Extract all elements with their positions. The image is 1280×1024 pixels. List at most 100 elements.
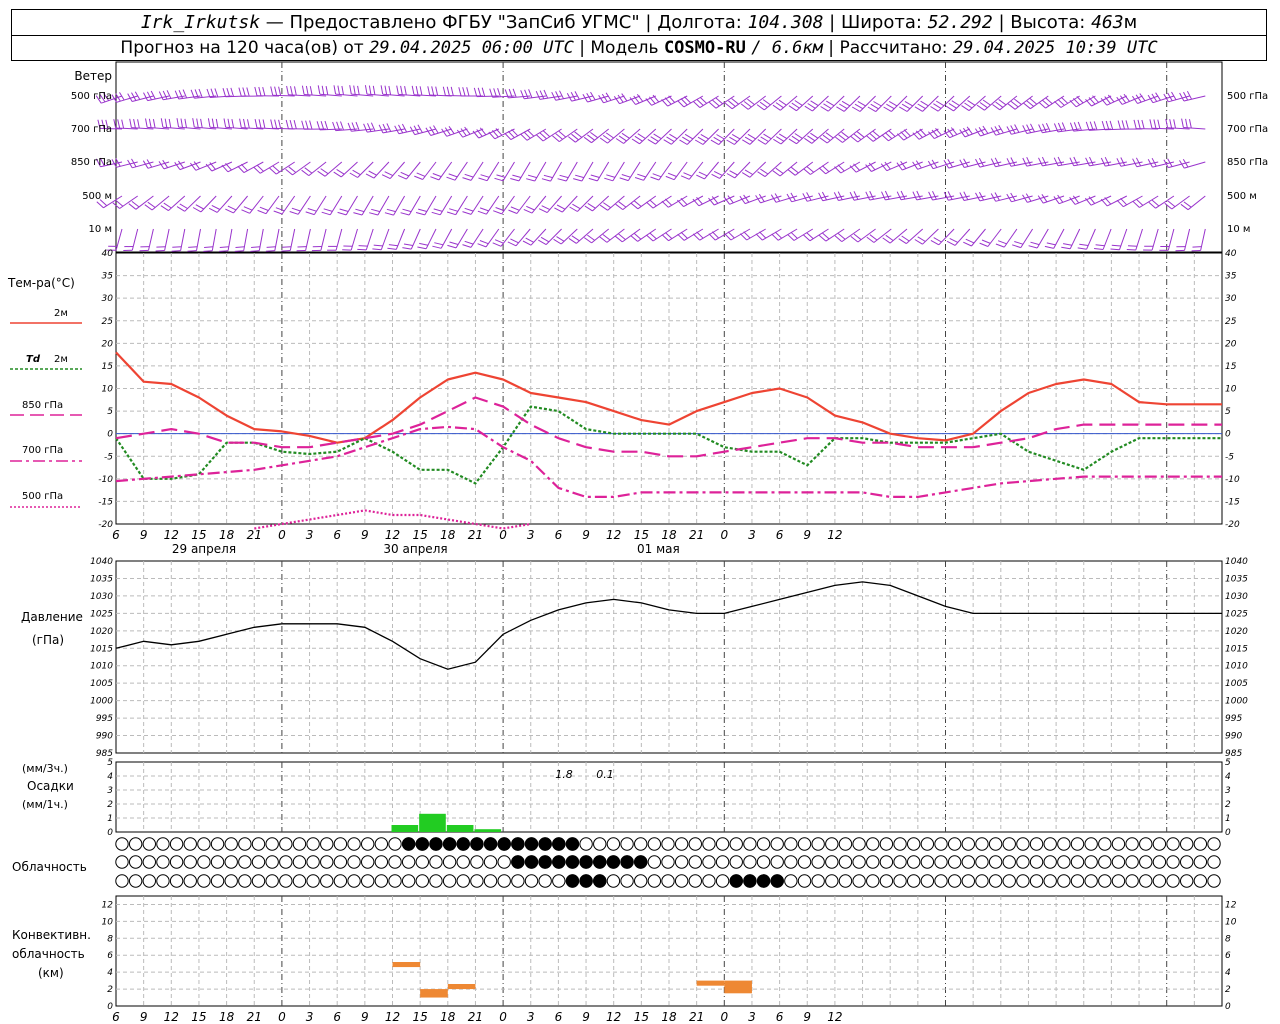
wind-barb	[849, 161, 876, 173]
wind-barb-flag	[630, 235, 638, 242]
wind-barb-shaft	[184, 195, 201, 212]
wind-barb	[979, 228, 1002, 247]
altitude-label: Высота:	[1010, 12, 1086, 33]
wind-barb-flag	[807, 135, 816, 142]
cloud-cover-circle	[838, 855, 853, 869]
wind-barb-flag	[583, 136, 592, 144]
wind-barb-flag	[1085, 197, 1092, 206]
wind-barb	[599, 128, 625, 144]
wind-barb	[253, 161, 280, 174]
cloud-cover-circle	[920, 837, 935, 851]
pressure-tick-left: 1010	[90, 662, 113, 672]
wind-barb-flag	[194, 89, 199, 98]
wind-barb-flag	[1073, 98, 1081, 106]
cloud-cover-circle	[320, 837, 334, 851]
wind-barb-flag	[872, 130, 881, 138]
wind-barb-flag	[649, 96, 656, 105]
wind-barb-flag	[388, 85, 392, 95]
wind-barb-flag	[231, 119, 235, 128]
series-line-td2m	[115, 405, 1222, 485]
cloud-cover-circle	[1139, 837, 1153, 851]
cloud-cover-circle	[797, 874, 812, 888]
wind-barb	[773, 128, 798, 145]
wind-barb	[818, 228, 845, 242]
wind-barb	[946, 228, 971, 246]
wind-barb	[867, 95, 892, 113]
x-tick-label: 15	[191, 528, 206, 542]
cloud-cover-circle	[442, 855, 457, 869]
wind-barb-flag	[760, 136, 769, 142]
cloud-cover-circle	[784, 874, 798, 888]
wind-barb-flag	[1089, 156, 1094, 166]
temp-tick-right: 20	[1225, 339, 1237, 349]
wind-barb	[945, 95, 971, 112]
wind-barb-flag	[269, 167, 277, 175]
wind-barb-flag	[636, 93, 644, 102]
wind-barb	[584, 195, 610, 212]
wind-barb-flag	[543, 174, 553, 179]
wind-barb-flag	[163, 202, 172, 209]
wind-barb	[836, 95, 861, 112]
x-tick-label-bottom: 18	[440, 1010, 456, 1024]
cloud-cover-circle	[988, 855, 1003, 869]
wind-barb-shaft	[424, 195, 437, 216]
wind-barb-flag	[697, 136, 707, 143]
wind-barb-flag	[700, 133, 709, 140]
wind-barb-flag	[637, 133, 646, 139]
wind-barb-flag	[246, 87, 250, 97]
wind-barb	[333, 161, 358, 178]
wind-barb-flag	[456, 129, 464, 138]
wind-barb-flag	[111, 159, 117, 168]
cloud-cover-circle	[1139, 855, 1153, 869]
cloud-cover-circle	[210, 855, 225, 869]
wind-barb-flag	[479, 127, 487, 136]
wind-barb	[865, 161, 892, 172]
wind-barb	[472, 127, 500, 139]
wind-barb-flag	[404, 86, 407, 96]
x-tick-label: 6	[776, 528, 784, 542]
cloud-cover-circle	[238, 855, 252, 869]
wind-barb-flag	[250, 250, 260, 252]
wind-barb-flag	[235, 246, 245, 248]
precip-unit-3h: (мм/3ч.)	[22, 762, 68, 775]
x-tick-label-bottom: 3	[748, 1010, 756, 1024]
cloud-cover-circle	[975, 855, 989, 869]
wind-barb	[363, 122, 389, 133]
wind-barb	[788, 95, 814, 112]
x-tick-label-bottom: 6	[776, 1010, 784, 1024]
wind-barb	[397, 161, 421, 180]
pressure-tick-right: 1020	[1225, 627, 1248, 637]
temp-tick-left: 15	[102, 362, 114, 372]
wind-barb-flag	[242, 87, 246, 97]
wind-barb-shaft	[1139, 195, 1159, 208]
x-tick-label-bottom: 9	[361, 1010, 369, 1024]
wind-barb-flag	[211, 204, 221, 210]
cloud-cover-circle	[279, 855, 293, 869]
wind-barb-flag	[504, 89, 509, 99]
wind-barb-flag	[333, 171, 342, 178]
wind-barb	[301, 120, 327, 130]
wind-barb-flag	[433, 208, 443, 212]
precip-bar	[419, 813, 446, 832]
wind-barb	[396, 85, 421, 97]
wind-barb-flag	[884, 132, 893, 139]
wind-barb-flag	[164, 118, 168, 128]
cloud-cover-circle	[1098, 837, 1112, 851]
cloud-cover-circle	[1002, 874, 1016, 888]
wind-barb-flag	[652, 94, 660, 103]
wind-barb-flag	[995, 101, 1004, 108]
cloud-cover-circle	[115, 837, 129, 851]
wind-barb	[896, 161, 923, 171]
wind-barb	[1165, 118, 1190, 130]
wind-barb-flag	[402, 247, 412, 250]
wind-barb-flag	[520, 90, 525, 99]
wind-barb-flag	[696, 98, 704, 106]
wind-barb-flag	[150, 90, 156, 100]
wind-barb-shaft	[779, 161, 798, 177]
wind-barb-flag	[386, 208, 396, 213]
wind-barb-flag	[916, 190, 922, 200]
cloud-cover-circle	[647, 837, 662, 851]
wind-barb-flag	[497, 88, 501, 97]
precip-tick-left: 1	[107, 814, 113, 824]
wind-barb	[1179, 90, 1206, 102]
